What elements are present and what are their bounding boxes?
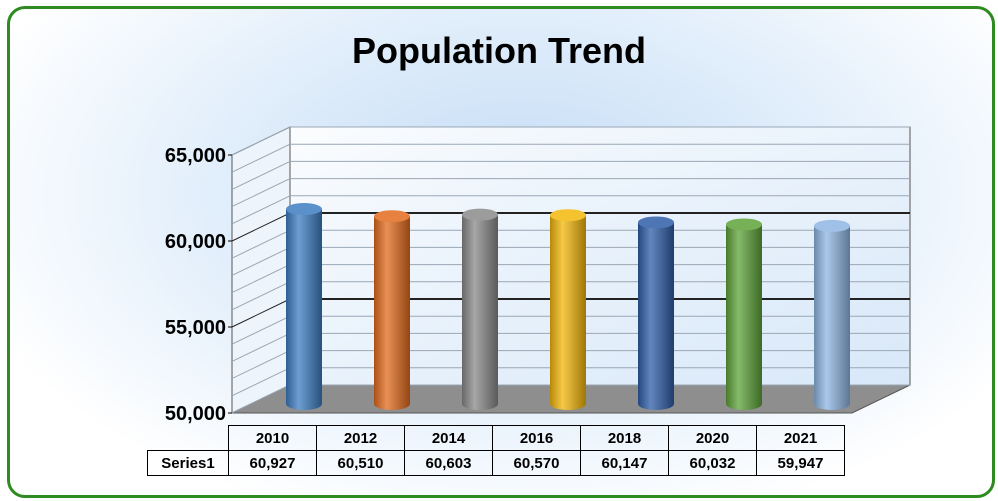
side-wall	[231, 126, 291, 414]
bar-top	[814, 219, 850, 232]
bar-top	[726, 218, 762, 231]
y-tick-label: 50,000	[165, 403, 226, 425]
data-table: 2010 2012 2014 2016 2018 2020 2021 Series1 60,…	[147, 425, 845, 476]
gridline-side	[231, 350, 291, 380]
bar-2021	[814, 219, 850, 410]
bar-2010	[286, 203, 322, 410]
bar-2020	[726, 218, 762, 410]
gridline-side	[231, 298, 291, 328]
bar-top	[374, 210, 410, 223]
value-cell: 60,147	[580, 450, 669, 476]
bar-2012	[374, 210, 410, 410]
value-cell: 60,603	[404, 450, 493, 476]
table-series-name: Series1	[147, 450, 229, 476]
bar-body	[638, 222, 674, 410]
chart-title: Population Trend	[352, 30, 646, 71]
gridline-side	[231, 195, 291, 225]
gridline-side	[231, 281, 291, 311]
gridline-side	[231, 367, 291, 397]
table-header-row: 2010 2012 2014 2016 2018 2020 2021	[148, 425, 845, 451]
category-label: 2020	[668, 425, 757, 451]
bar-top	[638, 216, 674, 229]
category-label: 2021	[756, 425, 845, 451]
bar-body	[462, 214, 498, 410]
bar-body	[814, 225, 850, 410]
bar-top	[462, 208, 498, 221]
category-label: 2018	[580, 425, 669, 451]
bar-body	[726, 224, 762, 410]
gridline-side	[231, 384, 291, 414]
gridline-side	[231, 332, 291, 362]
category-label: 2010	[228, 425, 317, 451]
bar-body	[286, 209, 322, 410]
gridline-side	[231, 160, 291, 190]
value-cell: 59,947	[756, 450, 845, 476]
gridline-side	[231, 246, 291, 276]
y-tick-label: 60,000	[165, 231, 226, 253]
category-label: 2016	[492, 425, 581, 451]
bar-body	[374, 216, 410, 410]
gridline-side	[231, 178, 291, 208]
value-cell: 60,570	[492, 450, 581, 476]
value-cell: 60,032	[668, 450, 757, 476]
gridline-side	[231, 229, 291, 259]
bar-top	[286, 203, 322, 216]
gridline-side	[231, 315, 291, 345]
bar-body	[550, 215, 586, 410]
gridline-side	[231, 212, 291, 242]
category-label: 2012	[316, 425, 405, 451]
value-cell: 60,510	[316, 450, 405, 476]
table-row: Series1 60,927 60,510 60,603 60,570 60,147 60…	[147, 450, 845, 476]
category-label: 2014	[404, 425, 493, 451]
gridline-side	[231, 126, 291, 156]
gridline-side	[231, 143, 291, 173]
gridline-side	[231, 264, 291, 294]
value-cell: 60,927	[228, 450, 317, 476]
bar-2014	[462, 208, 498, 410]
y-tick-label: 65,000	[165, 145, 226, 167]
bar-top	[550, 209, 586, 222]
table-corner	[148, 426, 229, 451]
y-tick-label: 55,000	[165, 317, 226, 339]
bar-2018	[638, 216, 674, 410]
bar-2016	[550, 209, 586, 410]
